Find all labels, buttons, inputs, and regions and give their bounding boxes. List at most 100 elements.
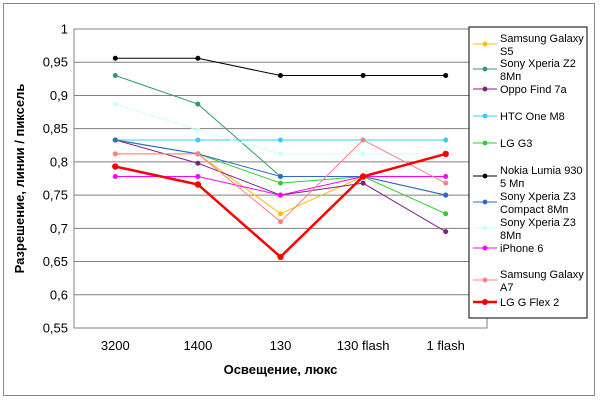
data-point: [112, 137, 118, 143]
data-point: [195, 137, 201, 143]
y-tick-label: 0,6: [50, 287, 68, 302]
legend-label: S5: [500, 46, 513, 58]
legend-label: A7: [500, 282, 513, 294]
data-point: [195, 55, 201, 61]
data-point: [443, 137, 449, 143]
legend-entry: LG G Flex 2: [473, 297, 559, 309]
legend-marker: [482, 173, 488, 179]
legend-marker: [482, 225, 488, 231]
data-point: [443, 174, 449, 180]
legend-label: Sony Xperia Z2: [500, 58, 576, 70]
x-tick-label: 3200: [101, 338, 130, 353]
data-point: [112, 101, 118, 107]
legend-label: Sony Xperia Z3: [500, 217, 576, 229]
data-point: [443, 73, 449, 79]
legend-label: Samsung Galaxy: [500, 269, 584, 281]
data-point: [360, 180, 366, 186]
legend-marker: [482, 199, 488, 205]
legend-label: Compact 8Мп: [500, 204, 568, 216]
data-point: [278, 180, 283, 186]
data-point: [112, 73, 118, 79]
data-point: [278, 174, 283, 180]
series-path: [115, 152, 447, 259]
data-point: [443, 211, 449, 217]
y-tick-label: 0,8: [50, 154, 68, 169]
series-line: [112, 137, 449, 143]
legend-label: LG G Flex 2: [500, 297, 559, 309]
x-tick-labels: 3200 1400 130 130 flash 1 flash: [101, 338, 465, 353]
series-line: [112, 150, 449, 261]
series-lines: [112, 55, 449, 261]
data-point: [360, 151, 366, 157]
legend-entry: Oppo Find 7a: [473, 84, 568, 96]
data-point: [360, 137, 366, 143]
legend-marker: [482, 41, 488, 47]
legend-label: LG G3: [500, 138, 532, 150]
y-tick-label: 0,95: [43, 55, 68, 70]
data-point: [442, 150, 449, 158]
legend-entry: HTC One M8: [473, 111, 565, 123]
legend-label: 8Мп: [500, 230, 521, 242]
data-point: [278, 151, 283, 157]
data-point: [443, 180, 449, 186]
legend-marker: [482, 277, 488, 283]
series-path: [115, 176, 446, 196]
legend-label: iPhone 6: [500, 243, 543, 255]
series-line: [112, 55, 449, 79]
legend-label: 8Мп: [500, 71, 521, 83]
legend-box: [468, 26, 588, 319]
y-tick-label: 0,75: [43, 188, 68, 203]
x-tick-label: 130 flash: [337, 338, 390, 353]
legend-marker: [482, 113, 488, 119]
data-point: [112, 174, 118, 180]
legend-label: HTC One M8: [500, 111, 565, 123]
legend-marker: [482, 86, 488, 92]
data-point: [195, 174, 201, 180]
series-path: [115, 57, 446, 77]
legend-marker: [482, 140, 488, 146]
y-axis-title: Разрешение, линии / пиксель: [12, 84, 27, 274]
data-point: [195, 151, 201, 157]
legend-label: Oppo Find 7a: [500, 84, 568, 96]
x-tick-label: 130: [270, 338, 292, 353]
legend-entry: LG G3: [473, 138, 532, 150]
data-point: [278, 73, 283, 79]
legend-label: Nokia Lumia 930: [500, 165, 583, 177]
legend-label: 5 Мп: [500, 178, 524, 190]
x-tick-label: 1400: [183, 338, 212, 353]
legend-marker: [482, 245, 488, 251]
y-tick-label: 0,9: [50, 88, 68, 103]
legend-label: Sony Xperia Z3: [500, 191, 576, 203]
legend-marker: [482, 299, 488, 305]
y-tick-labels: 0,55 0,6 0,65 0,7 0,75 0,8 0,85 0,9 0,95 1: [43, 22, 68, 336]
data-point: [195, 101, 201, 107]
data-point: [278, 219, 283, 225]
data-point: [277, 253, 284, 261]
y-tick-label: 0,85: [43, 121, 68, 136]
data-point: [359, 173, 367, 180]
data-point: [278, 192, 283, 198]
data-point: [443, 192, 449, 198]
data-point: [112, 163, 119, 170]
data-point: [443, 229, 449, 235]
data-point: [112, 151, 118, 157]
legend-marker: [482, 66, 488, 72]
x-tick-label: 1 flash: [427, 338, 465, 353]
legend-label: Samsung Galaxy: [500, 33, 584, 45]
data-point: [278, 137, 283, 143]
legend-entry: iPhone 6: [473, 243, 543, 255]
data-point: [278, 211, 283, 217]
y-tick-label: 0,55: [43, 321, 68, 336]
y-tick-label: 0,65: [43, 254, 68, 269]
data-point: [195, 160, 201, 166]
series-line: [112, 137, 449, 225]
y-tick-label: 0,7: [50, 221, 68, 236]
x-axis-title: Освещение, люкс: [224, 362, 338, 377]
